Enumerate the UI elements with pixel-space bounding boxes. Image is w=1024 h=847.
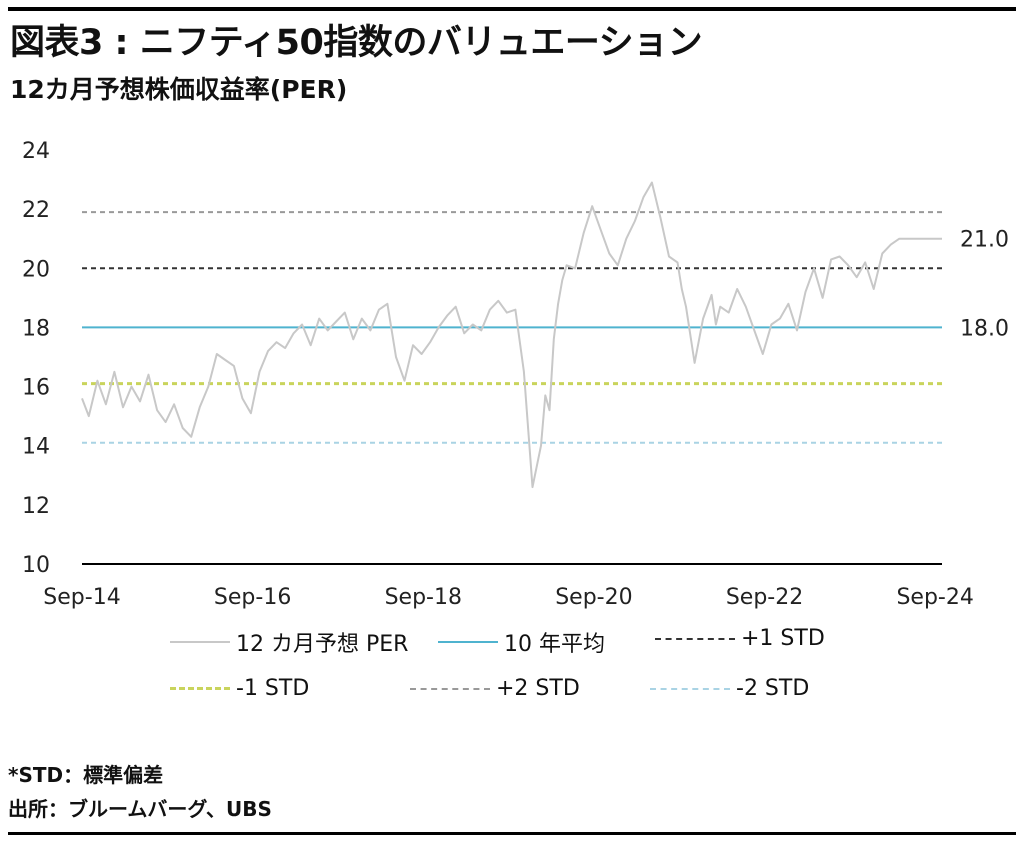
legend-label-avg: 10 年平均 bbox=[504, 632, 605, 657]
chart-title: 図表3 : ニフティ50指数のバリュエーション bbox=[10, 23, 703, 63]
y-tick-label: 16 bbox=[22, 376, 50, 401]
y-tick-label: 18 bbox=[22, 316, 50, 341]
bottom-rule bbox=[8, 832, 1016, 835]
chart-subtitle: 12カ月予想株価収益率(PER) bbox=[10, 75, 348, 104]
std-note: *STD：標準偏差 bbox=[8, 763, 164, 787]
y-tick-label: 14 bbox=[22, 435, 50, 460]
legend-item-p2: +2 STD bbox=[410, 676, 580, 701]
notes: *STD：標準偏差 出所：ブルームバーグ、UBS bbox=[8, 758, 272, 826]
legend-swatch-p1 bbox=[655, 637, 735, 640]
legend-item-m1: -1 STD bbox=[170, 676, 309, 701]
y-tick-label: 20 bbox=[22, 257, 50, 282]
legend-label-m2: -2 STD bbox=[736, 676, 810, 701]
x-tick-label: Sep-16 bbox=[214, 585, 291, 610]
legend-label-per: 12 カ月予想 PER bbox=[236, 632, 409, 657]
chart-plot: 10 12 14 16 18 20 22 24 Sep-14 Sep-16 Sep-18 Sep-20… bbox=[22, 139, 1009, 610]
legend-swatch-per bbox=[170, 641, 230, 643]
legend-item-m2: -2 STD bbox=[650, 676, 809, 701]
legend-swatch-p2 bbox=[410, 687, 490, 690]
legend-item-p1: +1 STD bbox=[655, 626, 825, 651]
legend-swatch-avg bbox=[438, 641, 498, 643]
legend-label-m1: -1 STD bbox=[236, 676, 310, 701]
legend-item-per: 12 カ月予想 PER bbox=[170, 626, 408, 658]
legend-swatch-m2 bbox=[650, 687, 730, 690]
legend-swatch-m1 bbox=[170, 687, 230, 690]
legend-label-p1: +1 STD bbox=[741, 626, 825, 651]
x-tick-label: Sep-22 bbox=[726, 585, 803, 610]
y-tick-label: 12 bbox=[22, 494, 50, 519]
legend-item-avg: 10 年平均 bbox=[438, 626, 605, 658]
y-tick-label: 10 bbox=[22, 553, 50, 578]
callout-label: 21.0 bbox=[960, 228, 1009, 253]
callout-label: 18.0 bbox=[960, 316, 1009, 341]
source-note: 出所：ブルームバーグ、UBS bbox=[8, 797, 272, 821]
legend-label-p2: +2 STD bbox=[496, 676, 580, 701]
top-rule bbox=[8, 7, 1016, 11]
series-line-per bbox=[81, 181, 942, 489]
y-tick-label: 24 bbox=[22, 139, 50, 164]
y-tick-label: 22 bbox=[22, 198, 50, 223]
x-tick-label: Sep-14 bbox=[43, 585, 120, 610]
x-tick-label: Sep-18 bbox=[385, 585, 462, 610]
x-tick-label: Sep-20 bbox=[555, 585, 632, 610]
x-tick-label: Sep-24 bbox=[896, 585, 973, 610]
